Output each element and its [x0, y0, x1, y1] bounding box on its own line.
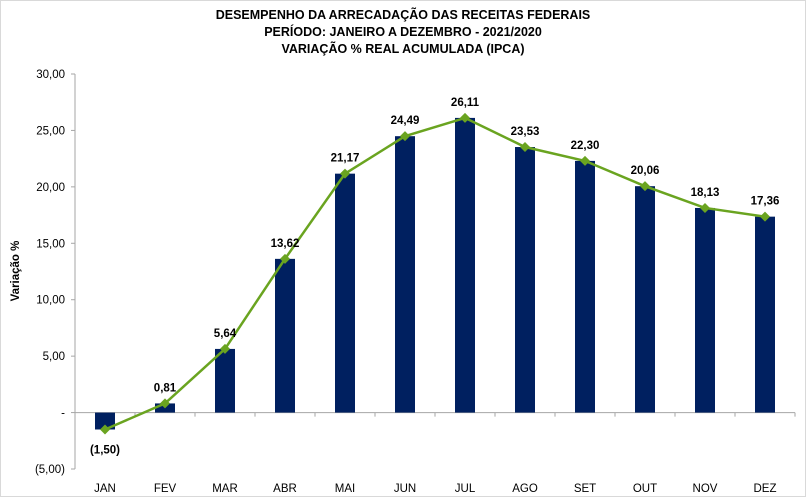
bar: [275, 258, 295, 413]
line-marker: [400, 131, 410, 142]
data-labels: (1,50) 0,81 5,64 13,62 21,17 24,49 26,11 23,53 2…: [90, 97, 779, 457]
chart-title-line-3: VARIAÇÃO % REAL ACUMULADA (IPCA): [281, 41, 524, 56]
y-tick-label: 20,00: [36, 182, 65, 194]
bar: [635, 186, 655, 413]
data-label: 5,64: [214, 328, 237, 340]
bar: [95, 412, 115, 430]
data-label: 24,49: [391, 115, 420, 127]
bar: [575, 160, 595, 413]
x-tick-label: JUL: [455, 483, 476, 495]
bar: [335, 173, 355, 413]
data-label: 20,06: [631, 165, 660, 177]
line-series: [100, 112, 770, 435]
line-marker: [520, 142, 530, 153]
y-axis-label: Variação %: [10, 241, 22, 302]
line-marker: [220, 343, 230, 354]
y-tick-label: 10,00: [36, 295, 65, 307]
x-tick-label: SET: [574, 483, 596, 495]
y-tick-label: 25,00: [36, 125, 65, 137]
data-label: 18,13: [691, 187, 720, 199]
y-tick-label: (5,00): [35, 464, 65, 476]
x-tick-label: ABR: [273, 483, 297, 495]
bar: [455, 117, 475, 413]
x-tick-label: JUN: [394, 483, 416, 495]
line-marker: [280, 253, 290, 264]
y-tick-label: 15,00: [36, 238, 65, 250]
data-label: 26,11: [451, 97, 480, 109]
bar: [395, 136, 415, 413]
data-label: 22,30: [571, 140, 600, 152]
line-marker: [760, 211, 770, 222]
data-label: 23,53: [511, 126, 540, 138]
data-label: 13,62: [271, 238, 300, 250]
x-tick-label: NOV: [693, 483, 718, 495]
x-tick-label: JAN: [94, 483, 116, 495]
data-label: (1,50): [90, 445, 120, 457]
data-label: 0,81: [154, 382, 177, 394]
y-tick-label: 30,00: [36, 69, 65, 81]
bar: [695, 207, 715, 413]
chart-title-line-1: DESEMPENHO DA ARRECADAÇÃO DAS RECEITAS F…: [216, 7, 591, 22]
axes: 30,00 25,00 20,00 15,00 10,00 5,00 - (5,00) JAN F…: [35, 69, 796, 495]
x-tick-label: AGO: [512, 483, 538, 495]
bars: [95, 117, 775, 430]
line-marker: [340, 168, 350, 179]
data-label: 17,36: [751, 196, 780, 208]
line-marker: [580, 155, 590, 166]
y-tick-label: 5,00: [43, 351, 65, 363]
line-marker: [100, 424, 110, 435]
line-marker: [640, 181, 650, 192]
x-tick-label: OUT: [633, 483, 657, 495]
x-tick-label: MAI: [335, 483, 355, 495]
line-marker: [460, 112, 470, 123]
chart-title-line-2: PERÍODO: JANEIRO A DEZEMBRO - 2021/2020: [264, 24, 542, 39]
line-marker: [160, 398, 170, 409]
x-tick-label: FEV: [154, 483, 177, 495]
y-tick-label: -: [61, 408, 65, 420]
line-marker: [700, 202, 710, 213]
x-tick-label: MAR: [212, 483, 238, 495]
bar: [755, 216, 775, 413]
x-tick-label: DEZ: [754, 483, 777, 495]
series-line: [104, 116, 766, 431]
bar: [515, 147, 535, 413]
data-label: 21,17: [331, 153, 360, 165]
bar: [215, 348, 235, 413]
